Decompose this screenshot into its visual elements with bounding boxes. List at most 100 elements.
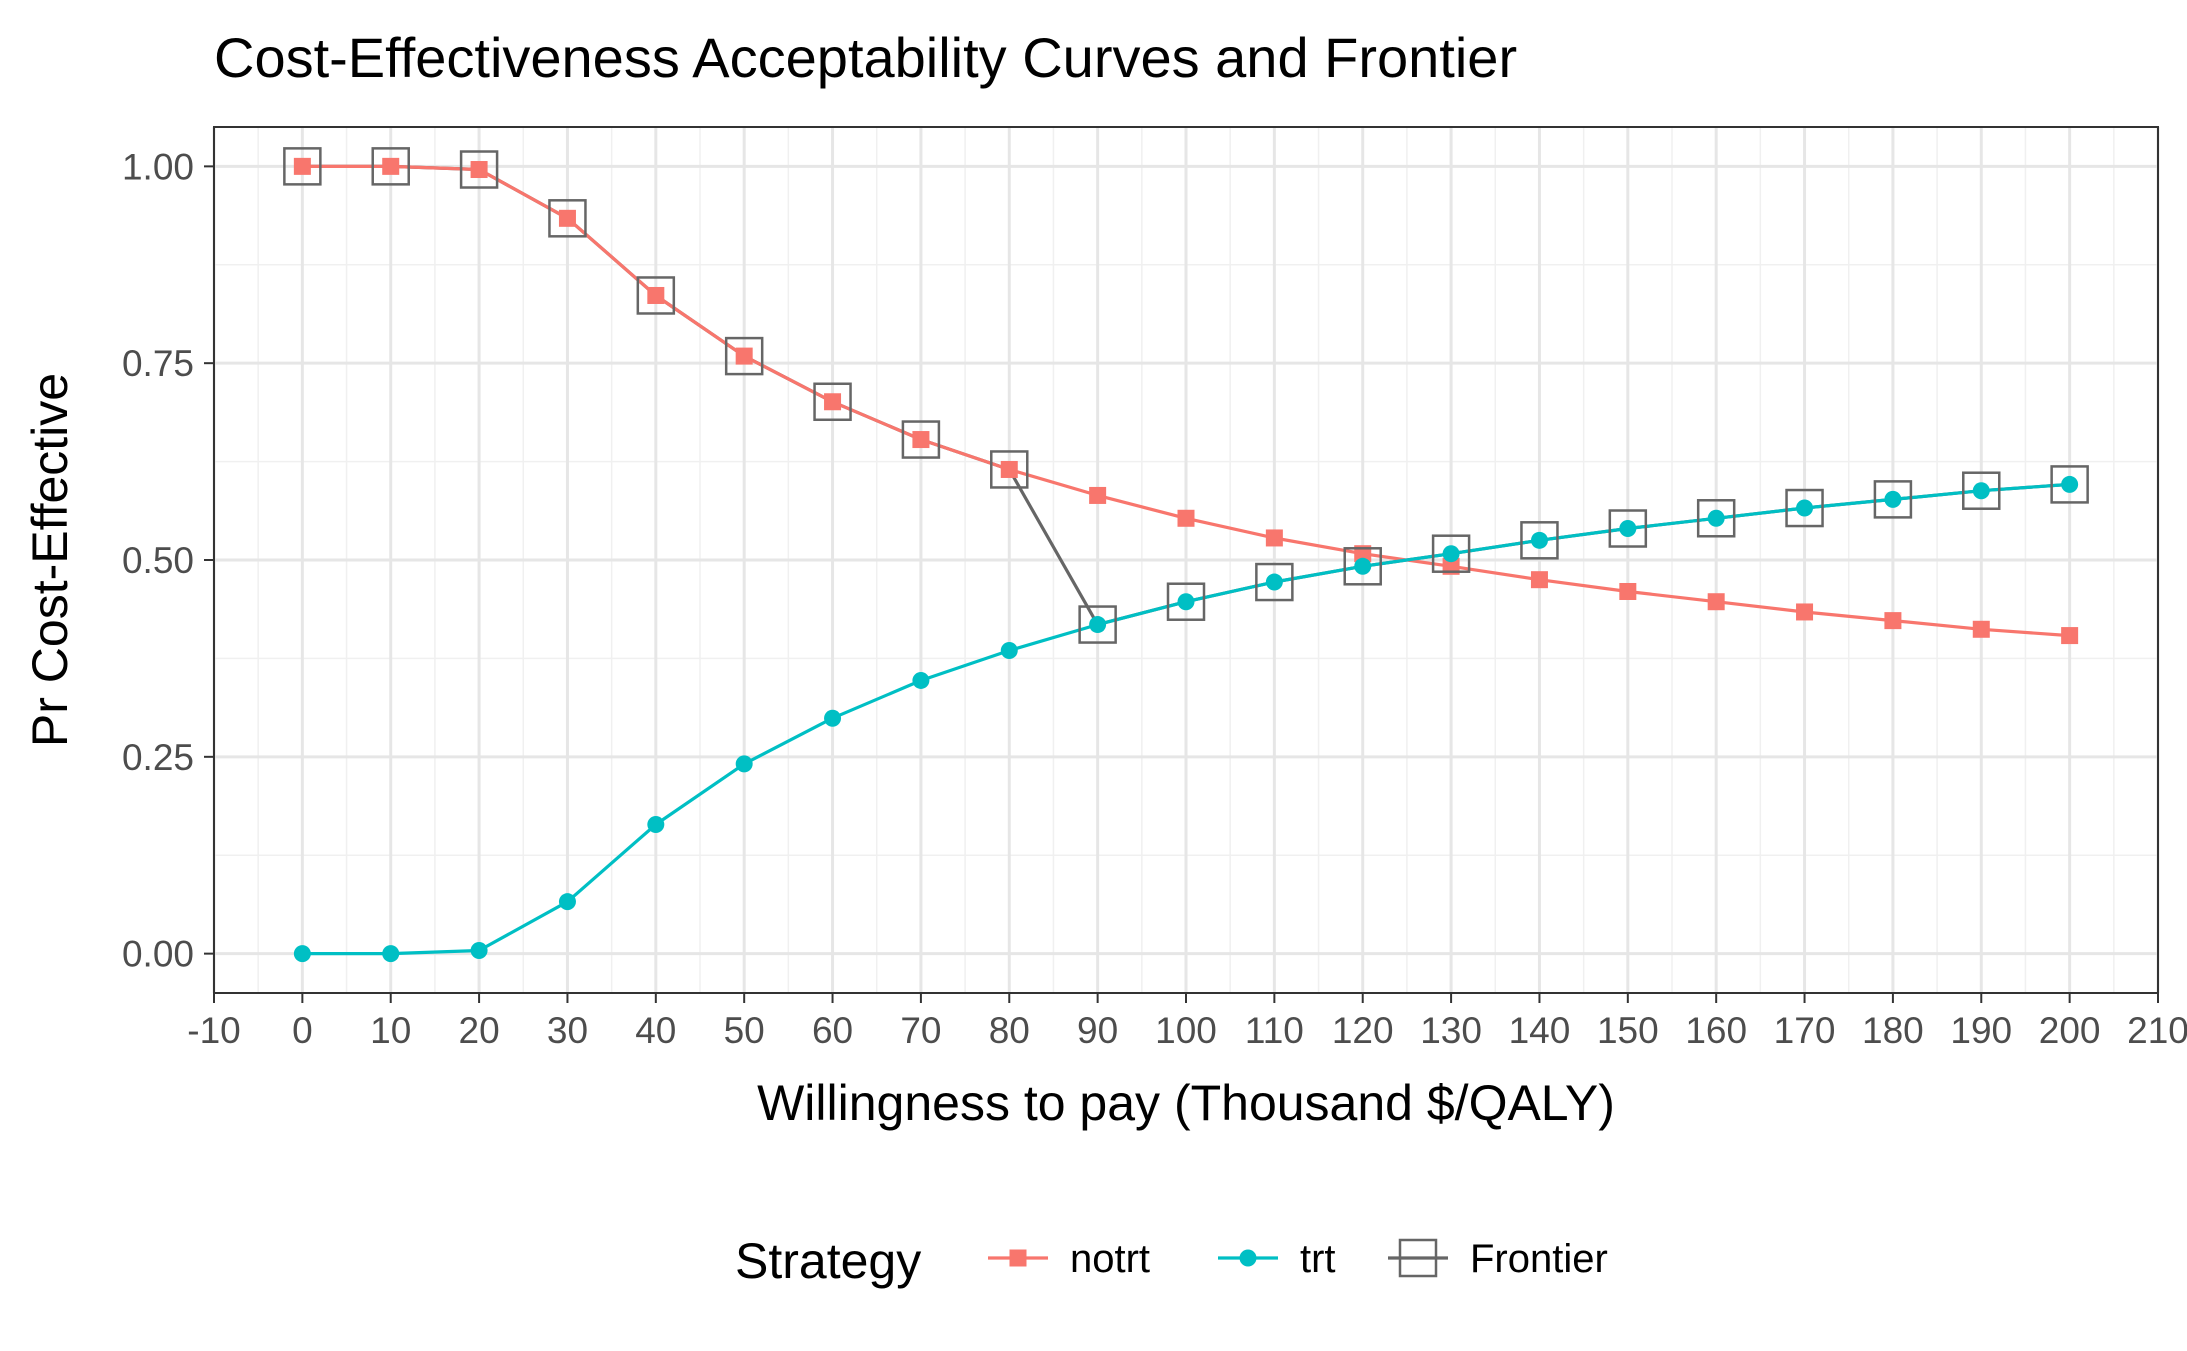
data-point-notrt: [1796, 603, 1814, 621]
data-point-notrt: [470, 161, 488, 179]
data-point-notrt: [558, 209, 576, 227]
data-point-frontier: [990, 450, 1029, 489]
data-point-frontier: [2050, 465, 2089, 504]
x-tick-label: 180: [1862, 1010, 1924, 1051]
legend-label: Frontier: [1470, 1237, 1608, 1281]
grid-major: [212, 127, 2160, 993]
x-tick-label: 160: [1685, 1010, 1747, 1051]
legend-label: trt: [1300, 1237, 1336, 1281]
x-tick-label: 20: [459, 1010, 500, 1051]
legend: Strategy notrt trt Frontier: [735, 1233, 1608, 1289]
x-tick-label: 70: [900, 1010, 941, 1051]
data-point-frontier: [1785, 488, 1824, 528]
legend-key-marker: [1239, 1249, 1257, 1267]
data-point-frontier: [1343, 547, 1382, 586]
data-point-trt: [1972, 482, 1990, 500]
data-point-frontier: [1078, 605, 1117, 644]
data-point-frontier: [459, 150, 499, 189]
x-axis: -10 0 10 20 30 40 50 60 70 80 90 100 110 120 130 140 150…: [187, 993, 2187, 1051]
data-point-trt: [1707, 509, 1725, 527]
data-point-notrt: [1972, 620, 1990, 638]
legend-item-frontier: Frontier: [1388, 1237, 1608, 1281]
data-point-trt: [382, 945, 400, 963]
data-point-trt: [1089, 616, 1107, 634]
y-tick-label: 0.50: [122, 540, 194, 581]
legend-title: Strategy: [735, 1233, 921, 1289]
x-tick-label: 110: [1245, 1010, 1304, 1051]
data-point-notrt: [1177, 509, 1195, 527]
data-point-trt: [1442, 545, 1460, 563]
legend-item-trt: trt: [1218, 1237, 1336, 1281]
data-point-trt: [1354, 557, 1372, 575]
y-axis-title: Pr Cost-Effective: [22, 373, 78, 747]
data-point-notrt: [382, 157, 400, 175]
data-point-trt: [1530, 531, 1548, 549]
data-point-trt: [2061, 475, 2079, 493]
data-point-notrt: [824, 393, 842, 411]
data-point-frontier: [1608, 509, 1648, 548]
y-tick-label: 1.00: [122, 146, 194, 187]
x-tick-label: 200: [2039, 1010, 2101, 1051]
x-tick-label: 190: [1950, 1010, 2012, 1051]
data-point-frontier: [1962, 471, 2001, 510]
data-point-trt: [1796, 499, 1814, 517]
data-point-trt: [1177, 593, 1195, 611]
x-tick-label: 30: [547, 1010, 588, 1051]
data-point-trt: [558, 893, 576, 911]
chart-title: Cost-Effectiveness Acceptability Curves …: [214, 26, 1517, 89]
data-point-trt: [1000, 642, 1018, 660]
plot-panel: [212, 126, 2160, 994]
legend-item-notrt: notrt: [988, 1237, 1150, 1281]
data-point-notrt: [1089, 486, 1107, 504]
data-point-notrt: [1265, 529, 1283, 547]
x-tick-label: 50: [724, 1010, 765, 1051]
data-point-notrt: [1000, 460, 1018, 478]
data-point-frontier: [1166, 582, 1206, 621]
x-tick-label: 10: [370, 1010, 411, 1051]
data-point-notrt: [1884, 612, 1902, 630]
x-tick-label: 90: [1077, 1010, 1118, 1051]
data-point-trt: [912, 671, 930, 689]
data-point-trt: [1265, 573, 1283, 591]
data-point-trt: [293, 945, 311, 963]
data-point-frontier: [283, 147, 322, 186]
data-point-notrt: [647, 286, 665, 304]
x-tick-label: 170: [1774, 1010, 1836, 1051]
data-point-frontier: [1431, 534, 1471, 573]
y-tick-label: 0.75: [122, 343, 194, 384]
data-point-notrt: [1619, 582, 1637, 600]
data-point-frontier: [1255, 562, 1294, 602]
data-point-frontier: [1873, 480, 1913, 519]
x-tick-label: 60: [812, 1010, 853, 1051]
x-tick-label: 0: [292, 1010, 313, 1051]
data-point-frontier: [548, 199, 587, 238]
legend-items: notrt trt Frontier: [988, 1237, 1608, 1281]
data-point-frontier: [371, 147, 410, 186]
legend-key-marker: [1009, 1249, 1027, 1267]
data-point-notrt: [912, 431, 930, 449]
data-point-trt: [647, 816, 665, 834]
x-tick-label: 100: [1155, 1010, 1217, 1051]
data-point-trt: [470, 941, 488, 959]
x-tick-label: -10: [187, 1010, 240, 1051]
y-tick-label: 0.25: [122, 737, 194, 778]
data-point-trt: [824, 709, 842, 727]
data-point-notrt: [1707, 593, 1725, 611]
data-point-trt: [735, 755, 753, 773]
data-point-trt: [1884, 490, 1902, 508]
data-point-frontier: [1696, 499, 1736, 538]
x-tick-label: 120: [1332, 1010, 1394, 1051]
y-tick-label: 0.00: [122, 934, 194, 975]
data-point-frontier: [1520, 521, 1559, 560]
data-point-trt: [1619, 520, 1637, 538]
x-tick-label: 130: [1420, 1010, 1482, 1051]
legend-label: notrt: [1070, 1237, 1150, 1281]
data-point-frontier: [724, 336, 764, 376]
data-point-frontier: [636, 276, 676, 315]
series-layer: [283, 147, 2089, 963]
legend-key-marker: [1398, 1238, 1438, 1278]
x-tick-label: 140: [1509, 1010, 1571, 1051]
data-point-frontier: [813, 382, 852, 422]
data-point-frontier: [901, 420, 941, 459]
